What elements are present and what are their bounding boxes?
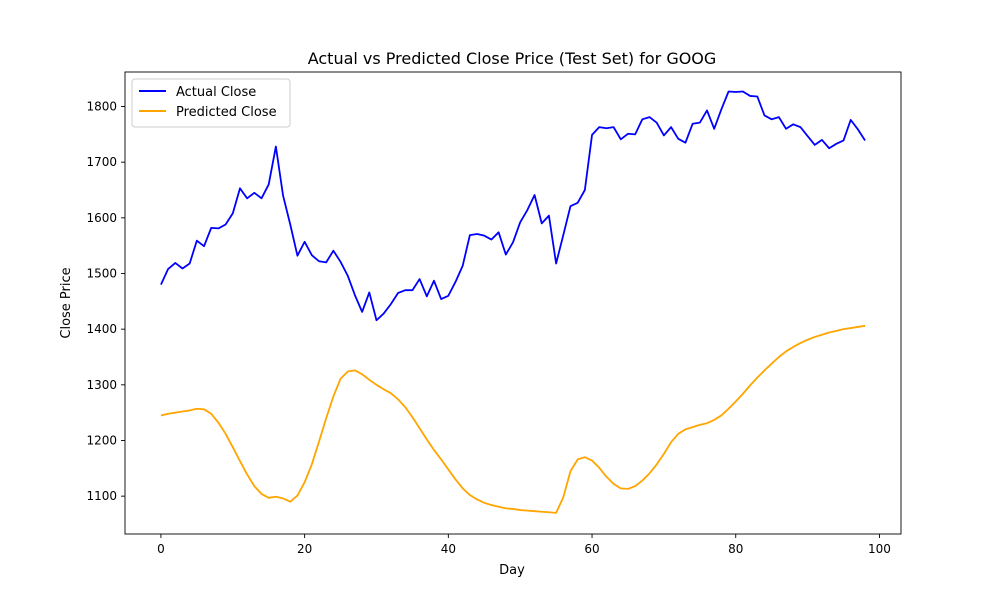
x-tick-label: 80 bbox=[728, 542, 743, 556]
legend-box bbox=[131, 78, 291, 128]
x-tick-label: 20 bbox=[297, 542, 312, 556]
x-tick-label: 100 bbox=[868, 542, 891, 556]
y-tick-label: 1400 bbox=[86, 322, 117, 336]
y-tick-label: 1700 bbox=[86, 155, 117, 169]
plot-background bbox=[125, 72, 901, 534]
x-tick-label: 40 bbox=[441, 542, 456, 556]
y-tick-label: 1200 bbox=[86, 433, 117, 447]
y-tick-label: 1100 bbox=[86, 489, 117, 503]
x-tick-label: 0 bbox=[157, 542, 165, 556]
x-axis-label: Day bbox=[499, 563, 525, 578]
y-axis-label: Close Price bbox=[59, 267, 74, 338]
series-line-predicted-close bbox=[160, 324, 866, 514]
y-axis: 1100 1200 1300 1400 1500 1600 1700 1800 bbox=[86, 100, 125, 503]
legend-label-predicted-close: Predicted Close bbox=[176, 105, 277, 120]
plot-frame bbox=[124, 71, 902, 535]
y-tick-label: 1500 bbox=[86, 266, 117, 280]
x-tick-label: 60 bbox=[584, 542, 599, 556]
y-tick-label: 1300 bbox=[86, 378, 117, 392]
series-layer bbox=[160, 90, 866, 514]
y-tick-label: 1600 bbox=[86, 211, 117, 225]
series-line-actual-close bbox=[160, 90, 866, 322]
x-axis: 0 20 40 60 80 100 bbox=[157, 534, 891, 556]
plot-area bbox=[124, 71, 902, 535]
y-tick-label: 1800 bbox=[86, 100, 117, 114]
legend: Actual Close Predicted Close bbox=[131, 78, 291, 128]
legend-label-actual-close: Actual Close bbox=[176, 85, 256, 100]
chart-title: Actual vs Predicted Close Price (Test Se… bbox=[308, 49, 717, 68]
